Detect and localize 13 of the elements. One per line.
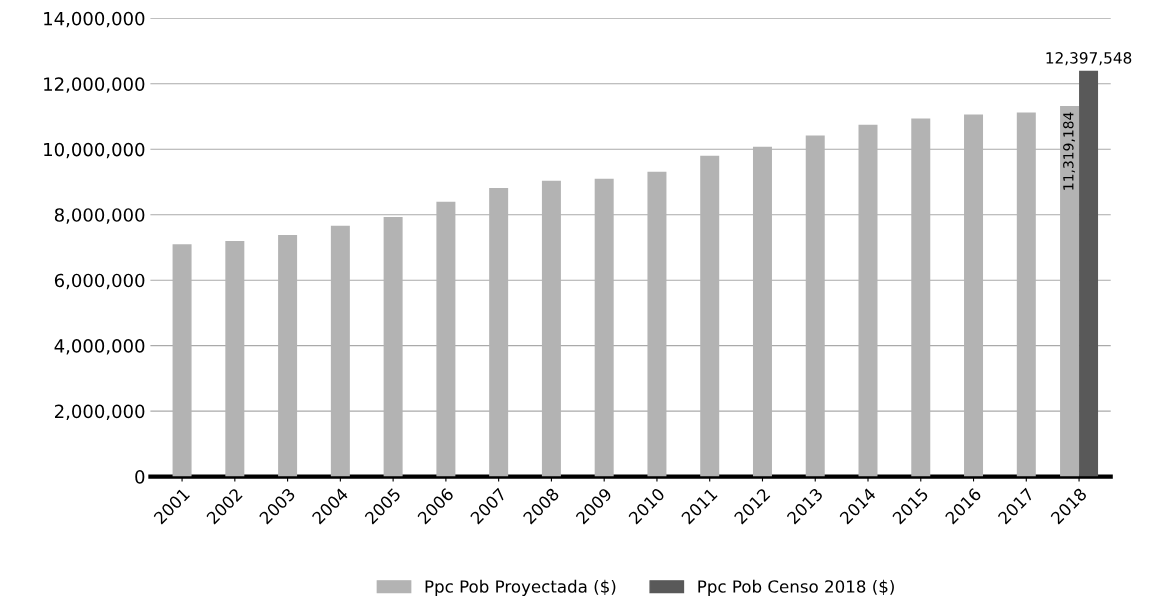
- y-tick-label: 8,000,000: [54, 208, 145, 224]
- bar: [1079, 70, 1099, 477]
- data-label: 11,319,184: [1063, 112, 1076, 190]
- y-tick-label: 14,000,000: [44, 11, 145, 28]
- y-tick-label: 0: [135, 470, 145, 484]
- y-tick-label: 6,000,000: [54, 273, 145, 290]
- y-tick-label: 10,000,000: [44, 142, 145, 159]
- data-label: 12,397,548: [1046, 52, 1132, 66]
- legend-label: Ppc Pob Proyectada ($): [425, 579, 616, 596]
- legend-label: Ppc Pob Censo 2018 ($): [698, 579, 894, 596]
- y-tick-label: 4,000,000: [54, 339, 145, 355]
- y-tick-label: 12,000,000: [44, 77, 145, 93]
- y-tick-label: 2,000,000: [54, 404, 145, 421]
